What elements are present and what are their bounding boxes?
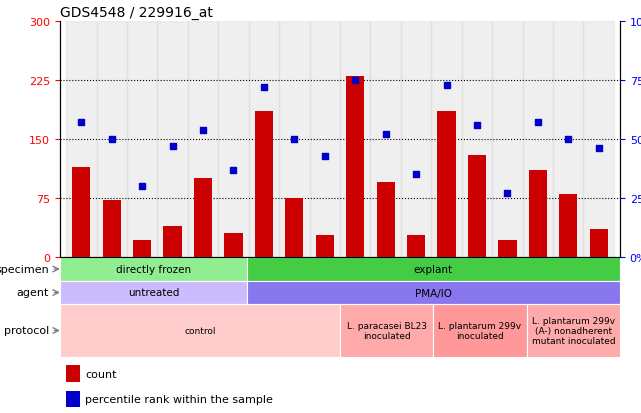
Bar [559, 195, 578, 257]
Bar [254, 112, 273, 257]
Bar [340, 22, 370, 257]
Text: untreated: untreated [128, 288, 179, 298]
Point [411, 172, 421, 178]
Bar [219, 22, 249, 257]
Bar [97, 22, 127, 257]
Text: PMA/IO: PMA/IO [415, 288, 452, 298]
Bar [158, 22, 188, 257]
Bar [103, 201, 121, 257]
Bar [65, 391, 79, 407]
Text: GDS4548 / 229916_at: GDS4548 / 229916_at [60, 5, 213, 19]
Bar [370, 22, 401, 257]
Bar [376, 183, 395, 257]
Bar [60, 304, 340, 357]
Bar [65, 366, 79, 382]
Point [381, 132, 391, 138]
Bar [279, 22, 310, 257]
Point [350, 78, 360, 84]
Bar [407, 235, 425, 257]
Text: agent: agent [17, 288, 49, 298]
Bar [247, 281, 620, 304]
Bar [163, 226, 182, 257]
Bar [60, 281, 247, 304]
Point [563, 136, 574, 143]
Text: count: count [85, 369, 117, 379]
Point [259, 85, 269, 91]
Bar [522, 22, 553, 257]
Bar [527, 304, 620, 357]
Text: directly frozen: directly frozen [116, 264, 191, 274]
Point [472, 122, 482, 129]
Bar [498, 240, 517, 257]
Bar [133, 240, 151, 257]
Bar [188, 22, 219, 257]
Bar [462, 22, 492, 257]
Text: protocol: protocol [4, 326, 49, 336]
Point [289, 136, 299, 143]
Text: explant: explant [414, 264, 453, 274]
Point [106, 136, 117, 143]
Bar [72, 167, 90, 257]
Point [503, 190, 513, 197]
Bar [224, 234, 242, 257]
Point [76, 120, 87, 126]
Text: L. paracasei BL23
inoculated: L. paracasei BL23 inoculated [347, 321, 427, 340]
Bar [247, 257, 620, 281]
Bar [340, 304, 433, 357]
Bar [401, 22, 431, 257]
Point [228, 167, 238, 173]
Bar [66, 22, 97, 257]
Bar [590, 230, 608, 257]
Text: specimen: specimen [0, 264, 49, 274]
Bar [310, 22, 340, 257]
Bar [249, 22, 279, 257]
Point [137, 183, 147, 190]
Bar [553, 22, 583, 257]
Bar [346, 77, 364, 257]
Point [442, 82, 452, 89]
Bar [492, 22, 522, 257]
Bar [315, 235, 334, 257]
Bar [529, 171, 547, 257]
Point [594, 146, 604, 152]
Point [167, 143, 178, 150]
Bar [433, 304, 527, 357]
Text: control: control [184, 326, 216, 335]
Bar [285, 199, 303, 257]
Point [198, 127, 208, 133]
Bar [437, 112, 456, 257]
Bar [127, 22, 158, 257]
Text: percentile rank within the sample: percentile rank within the sample [85, 394, 273, 404]
Text: L. plantarum 299v
(A-) nonadherent
mutant inoculated: L. plantarum 299v (A-) nonadherent mutan… [531, 316, 615, 346]
Bar [60, 257, 247, 281]
Bar [583, 22, 614, 257]
Bar [194, 179, 212, 257]
Point [320, 153, 330, 159]
Bar [431, 22, 462, 257]
Text: L. plantarum 299v
inoculated: L. plantarum 299v inoculated [438, 321, 522, 340]
Point [533, 120, 543, 126]
Bar [468, 155, 486, 257]
